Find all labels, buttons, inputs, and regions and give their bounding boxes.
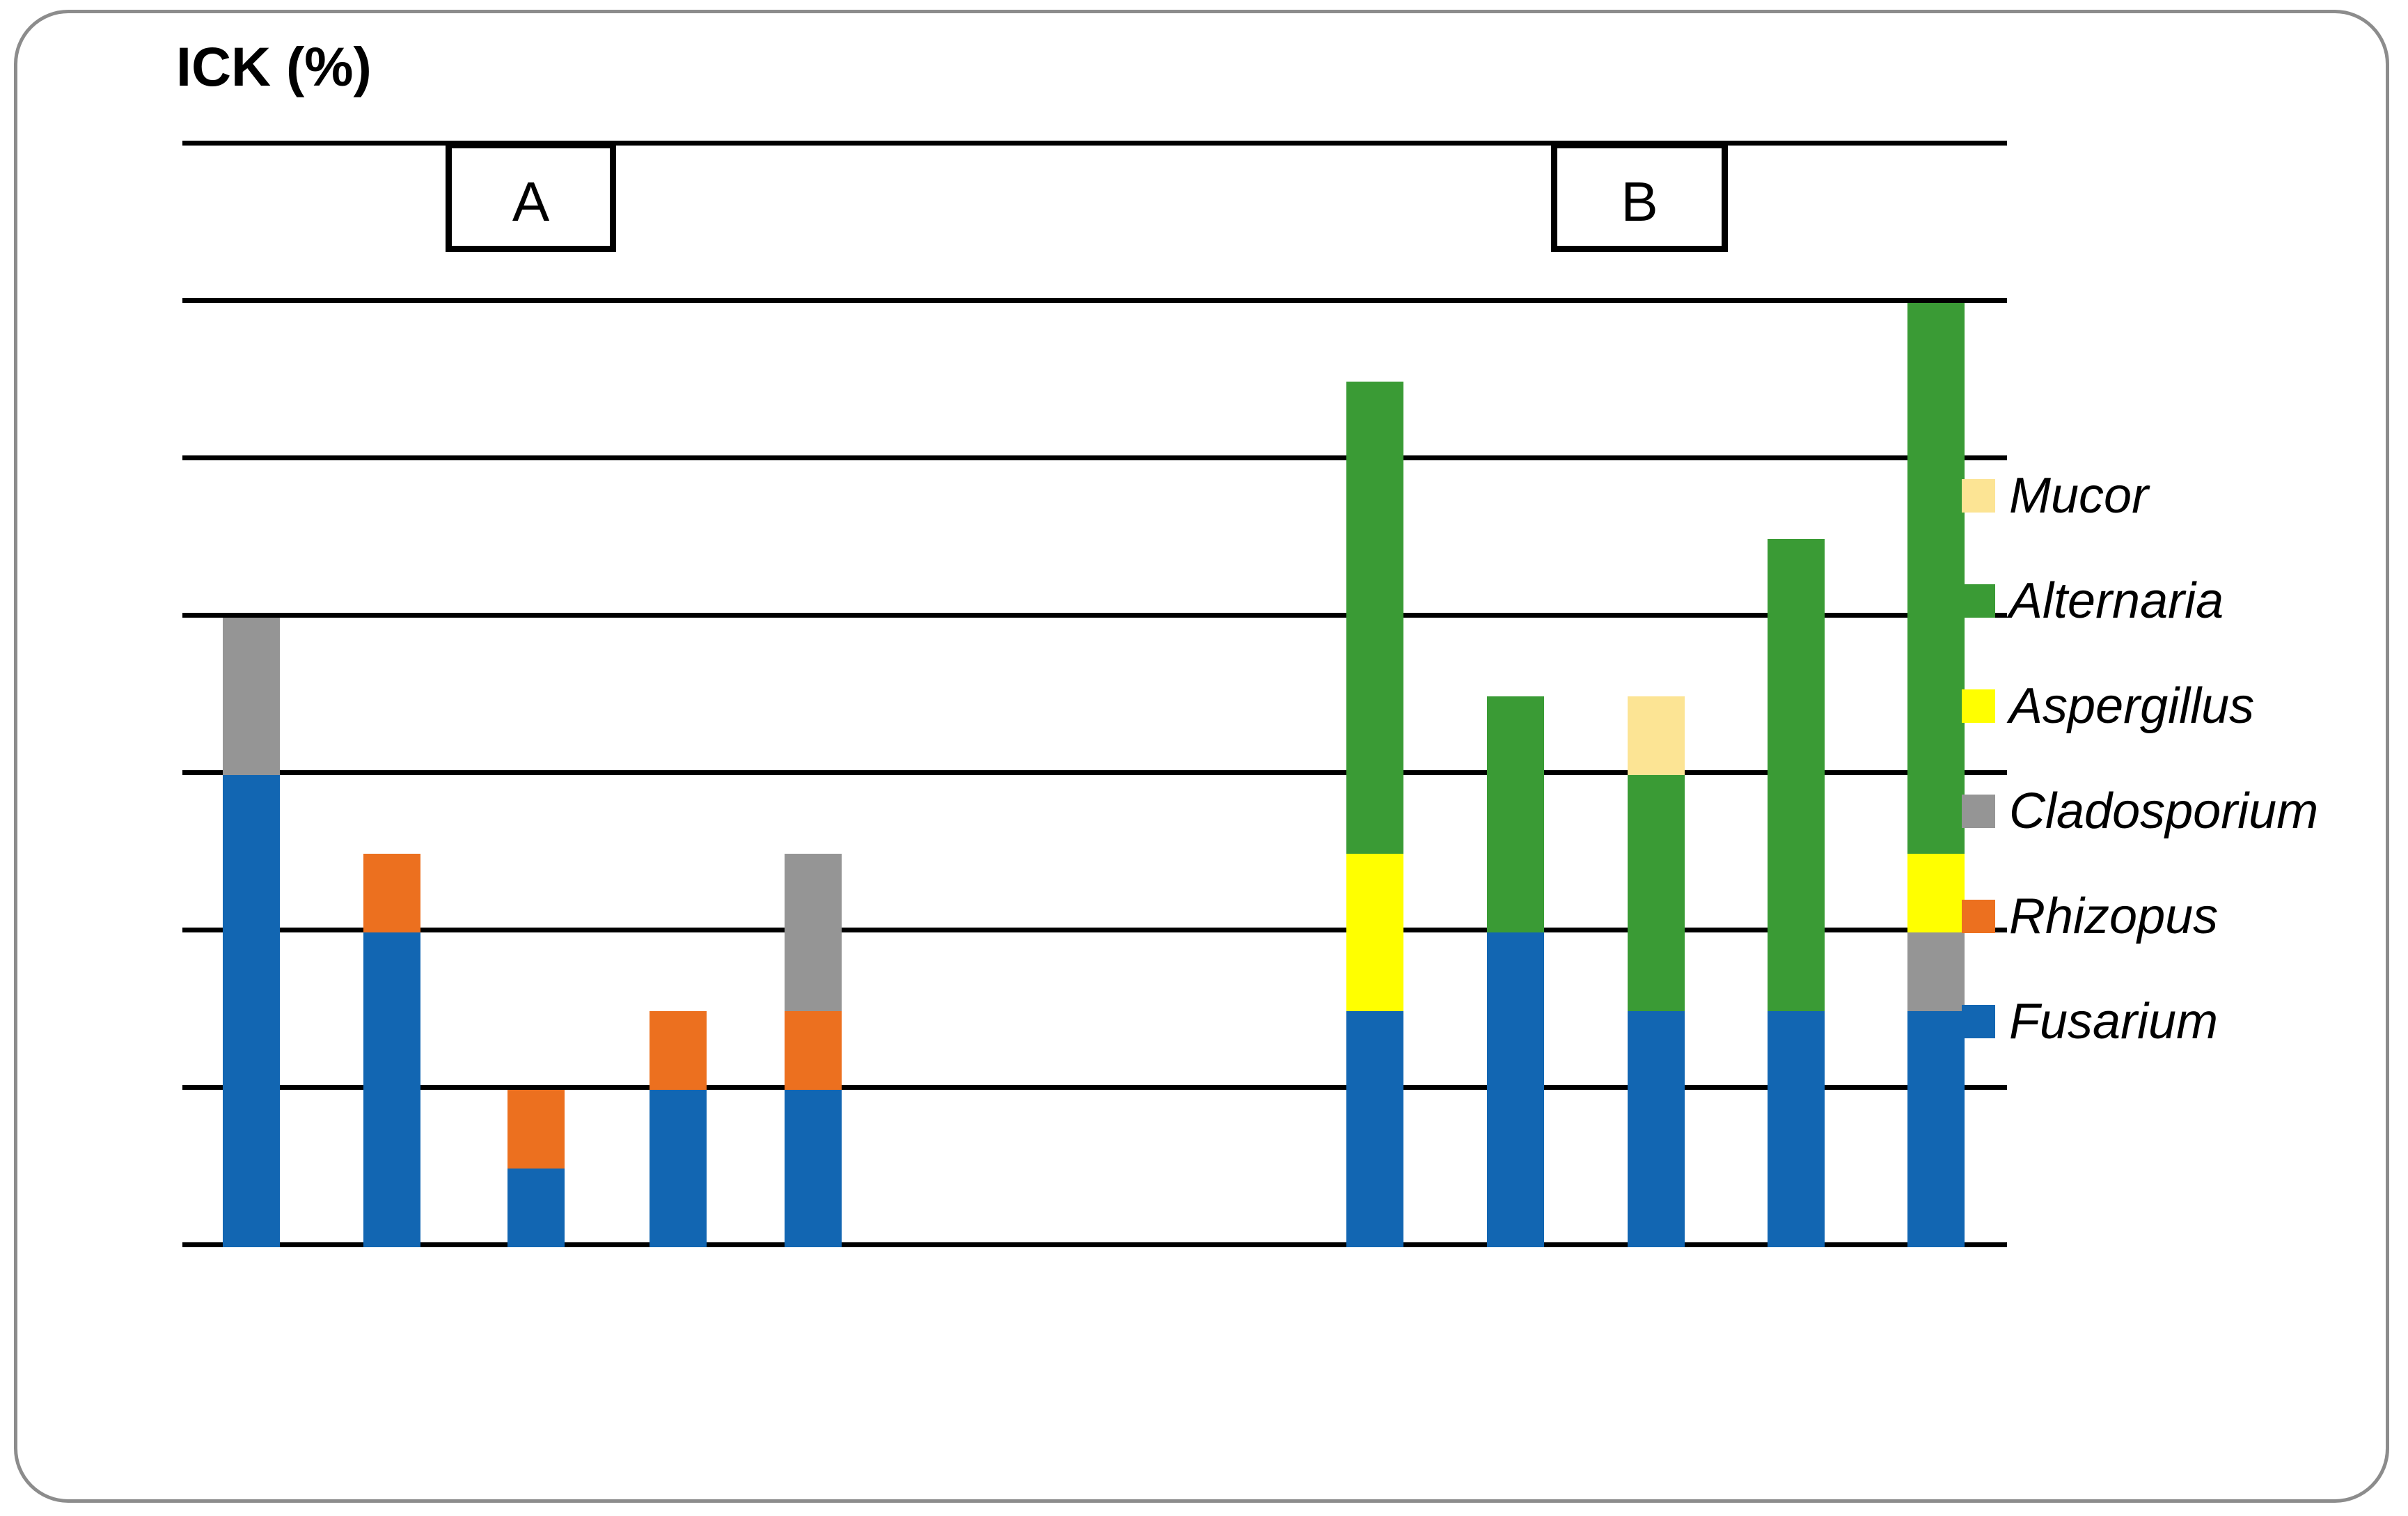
legend-swatch-mucor <box>1962 479 1995 513</box>
bar-segment-fusarium-group-a <box>223 775 280 1247</box>
bar-segment-fusarium-group-b <box>1346 1011 1403 1247</box>
bar-segment-aspergillus-group-b <box>1346 854 1403 1011</box>
bar-segment-cladosporium-group-a <box>223 618 280 775</box>
legend-swatch-rhizopus <box>1962 900 1995 933</box>
bar-segment-cladosporium-group-a <box>785 854 842 1011</box>
bar-segment-alternaria-group-b <box>1346 382 1403 854</box>
legend-label-mucor: Mucor <box>2009 468 2149 524</box>
chart-title: ICK (%) <box>176 36 372 97</box>
bar-segment-fusarium-group-a <box>650 1090 707 1247</box>
gridline-60 <box>182 298 2007 303</box>
bar-segment-fusarium-group-b <box>1487 932 1544 1247</box>
bar-segment-fusarium-group-b <box>1907 1011 1965 1247</box>
gridline-70 <box>182 141 2007 146</box>
gridline-30 <box>182 770 2007 775</box>
bar-segment-rhizopus-group-a <box>507 1090 565 1169</box>
legend-label-alternaria: Alternaria <box>2009 573 2224 629</box>
bar-segment-fusarium-group-a <box>785 1090 842 1247</box>
gridline-0 <box>182 1242 2007 1247</box>
bar-segment-alternaria-group-b <box>1487 696 1544 932</box>
bar-segment-fusarium-group-b <box>1768 1011 1825 1247</box>
gridline-10 <box>182 1085 2007 1090</box>
bar-segment-rhizopus-group-a <box>650 1011 707 1090</box>
bar-segment-fusarium-group-b <box>1628 1011 1685 1247</box>
gridline-40 <box>182 613 2007 618</box>
group-b-box: B <box>1551 142 1728 252</box>
group-a-box: A <box>446 142 616 252</box>
legend-label-aspergillus: Aspergillus <box>2009 678 2255 734</box>
bar-segment-fusarium-group-a <box>507 1169 565 1247</box>
figure-border <box>14 10 2389 1503</box>
bar-segment-aspergillus-group-b <box>1907 854 1965 932</box>
bar-segment-alternaria-group-b <box>1628 775 1685 1011</box>
bar-segment-rhizopus-group-a <box>363 854 420 932</box>
legend-label-fusarium: Fusarium <box>2009 994 2219 1049</box>
bar-segment-alternaria-group-b <box>1907 303 1965 854</box>
legend-swatch-alternaria <box>1962 584 1995 618</box>
legend-swatch-fusarium <box>1962 1005 1995 1038</box>
gridline-20 <box>182 928 2007 932</box>
legend-swatch-aspergillus <box>1962 689 1995 723</box>
legend-swatch-cladosporium <box>1962 795 1995 828</box>
bar-segment-mucor-group-b <box>1628 696 1685 775</box>
group-b-label: B <box>1621 171 1658 233</box>
legend-label-rhizopus: Rhizopus <box>2009 889 2219 944</box>
bar-segment-cladosporium-group-b <box>1907 932 1965 1011</box>
gridline-50 <box>182 455 2007 460</box>
bar-segment-fusarium-group-a <box>363 932 420 1247</box>
bar-segment-rhizopus-group-a <box>785 1011 842 1090</box>
group-a-label: A <box>512 171 550 233</box>
legend-label-cladosporium: Cladosporium <box>2009 783 2319 839</box>
bar-segment-alternaria-group-b <box>1768 539 1825 1011</box>
